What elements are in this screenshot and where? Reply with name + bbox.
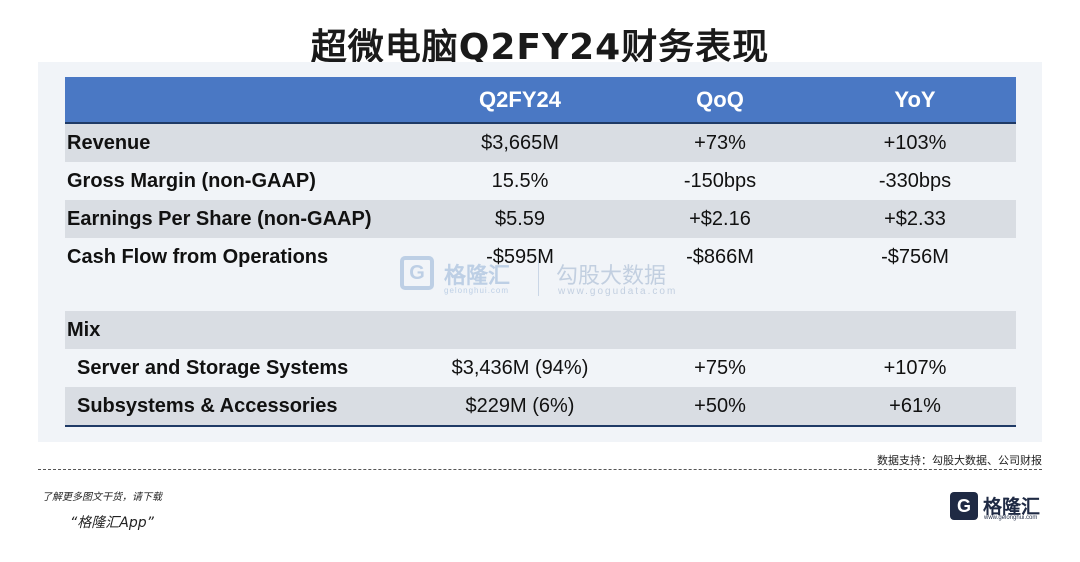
row-label: Gross Margin (non-GAAP) (67, 170, 316, 192)
header-yoy: YoY (894, 87, 936, 112)
table-row: Earnings Per Share (non-GAAP) $5.59 +$2.… (65, 200, 1016, 238)
table-row: Server and Storage Systems $3,436M (94%)… (65, 349, 1016, 387)
cell-yoy: +103% (883, 132, 947, 154)
cell-yoy: +$2.33 (884, 208, 946, 230)
watermark-logo-icon: G (400, 256, 434, 290)
logo-text: 格隆汇 (983, 496, 1041, 518)
cell-qoq: +75% (694, 357, 746, 379)
mix-row: Mix (65, 311, 1016, 349)
logo-sub: www.gelonghui.com (984, 515, 1038, 521)
watermark: G 格隆汇 gelonghui.com 勾股大数据 www.gogudata.c… (400, 254, 720, 304)
cell-qoq: +$2.16 (689, 208, 751, 230)
header-q2fy24: Q2FY24 (479, 87, 561, 112)
dashed-divider (38, 469, 1042, 470)
row-label: Revenue (67, 132, 151, 154)
cell-q2fy24: 15.5% (491, 170, 549, 192)
table-header: Q2FY24 QoQ YoY (65, 77, 1016, 124)
page-title: 超微电脑Q2FY24财务表现 (310, 27, 770, 68)
cell-qoq: +73% (694, 132, 746, 154)
watermark-brand-sub: gelonghui.com (444, 286, 510, 295)
cell-q2fy24: $229M (6%) (465, 395, 575, 417)
promo-text: 了解更多图文干货，请下载 (42, 492, 162, 503)
table-row: Gross Margin (non-GAAP) 15.5% -150bps -3… (65, 162, 1016, 200)
cell-qoq: -$866M (686, 246, 754, 268)
cell-qoq: +50% (694, 395, 746, 417)
row-label: Server and Storage Systems (77, 357, 349, 379)
cell-yoy: +61% (889, 395, 941, 417)
watermark-name: 勾股大数据 (556, 264, 667, 289)
row-label: Earnings Per Share (non-GAAP) (67, 208, 372, 230)
cell-yoy: +107% (883, 357, 947, 379)
header-qoq: QoQ (696, 87, 744, 112)
brand-logo: G 格隆汇 www.gelonghui.com (950, 492, 1042, 522)
cell-q2fy24: $3,665M (481, 132, 559, 154)
cell-q2fy24: -$595M (486, 246, 554, 268)
row-label: Subsystems & Accessories (77, 395, 338, 417)
watermark-url: www.gogudata.com (558, 286, 678, 297)
logo-g-icon: G (950, 492, 978, 520)
watermark-divider (538, 260, 539, 296)
cell-qoq: -150bps (683, 170, 757, 192)
table-row: Subsystems & Accessories $229M (6%) +50%… (65, 387, 1016, 425)
app-name: “格隆汇App” (70, 515, 154, 531)
row-label: Cash Flow from Operations (67, 246, 329, 268)
source-note: 数据支持：勾股大数据、公司财报 (877, 454, 1042, 467)
mix-label: Mix (67, 319, 101, 341)
table-row: Cash Flow from Operations -$595M -$866M … (65, 238, 1016, 276)
cell-q2fy24: $5.59 (494, 208, 546, 230)
cell-yoy: -330bps (878, 170, 952, 192)
table-row: Revenue $3,665M +73% +103% (65, 124, 1016, 162)
financial-table: Q2FY24 QoQ YoY Revenue $3,665M +73% +103… (65, 77, 1016, 427)
table-bottom-rule (65, 425, 1016, 427)
watermark-brand: 格隆汇 (444, 264, 511, 289)
cell-yoy: -$756M (881, 246, 949, 268)
cell-q2fy24: $3,436M (94%) (451, 357, 589, 379)
